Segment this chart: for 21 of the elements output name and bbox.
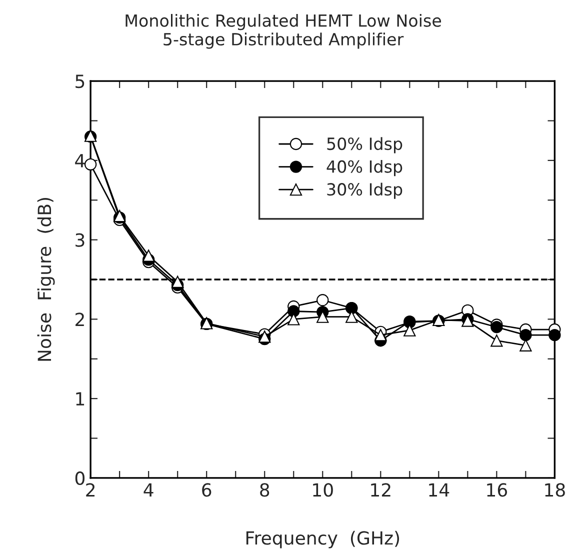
x-tick-label: 2	[86, 483, 94, 497]
y-tick-label: 1	[76, 392, 84, 406]
x-tick-label: 16	[487, 483, 508, 497]
x-tick-label: 8	[260, 483, 270, 497]
y-tick-label: 3	[76, 233, 84, 247]
x-tick-label: 18	[545, 483, 565, 497]
y-tick-label: 0	[75, 471, 84, 486]
x-tick-label: 4	[144, 483, 154, 497]
x-tick-label: 10	[313, 483, 333, 497]
x-tick-label: 12	[371, 483, 390, 497]
x-axis-title: Frequency (GHz)	[246, 530, 400, 548]
legend-label: 40% Idsp	[326, 160, 402, 176]
y-tick-label: 4	[75, 154, 85, 168]
x-tick-label: 14	[429, 483, 450, 497]
y-axis-title: Noise Figure (dB)	[37, 198, 55, 361]
legend-label: 30% Idsp	[327, 182, 402, 199]
y-tick-label: 5	[76, 74, 84, 88]
y-tick-label: 2	[76, 312, 84, 326]
legend-label: 50% Idsp	[327, 137, 402, 154]
x-tick-label: 6	[202, 483, 212, 497]
chart-title: Monolithic Regulated HEMT Low Noise 5-stage Distributed Amplifier	[126, 14, 442, 49]
